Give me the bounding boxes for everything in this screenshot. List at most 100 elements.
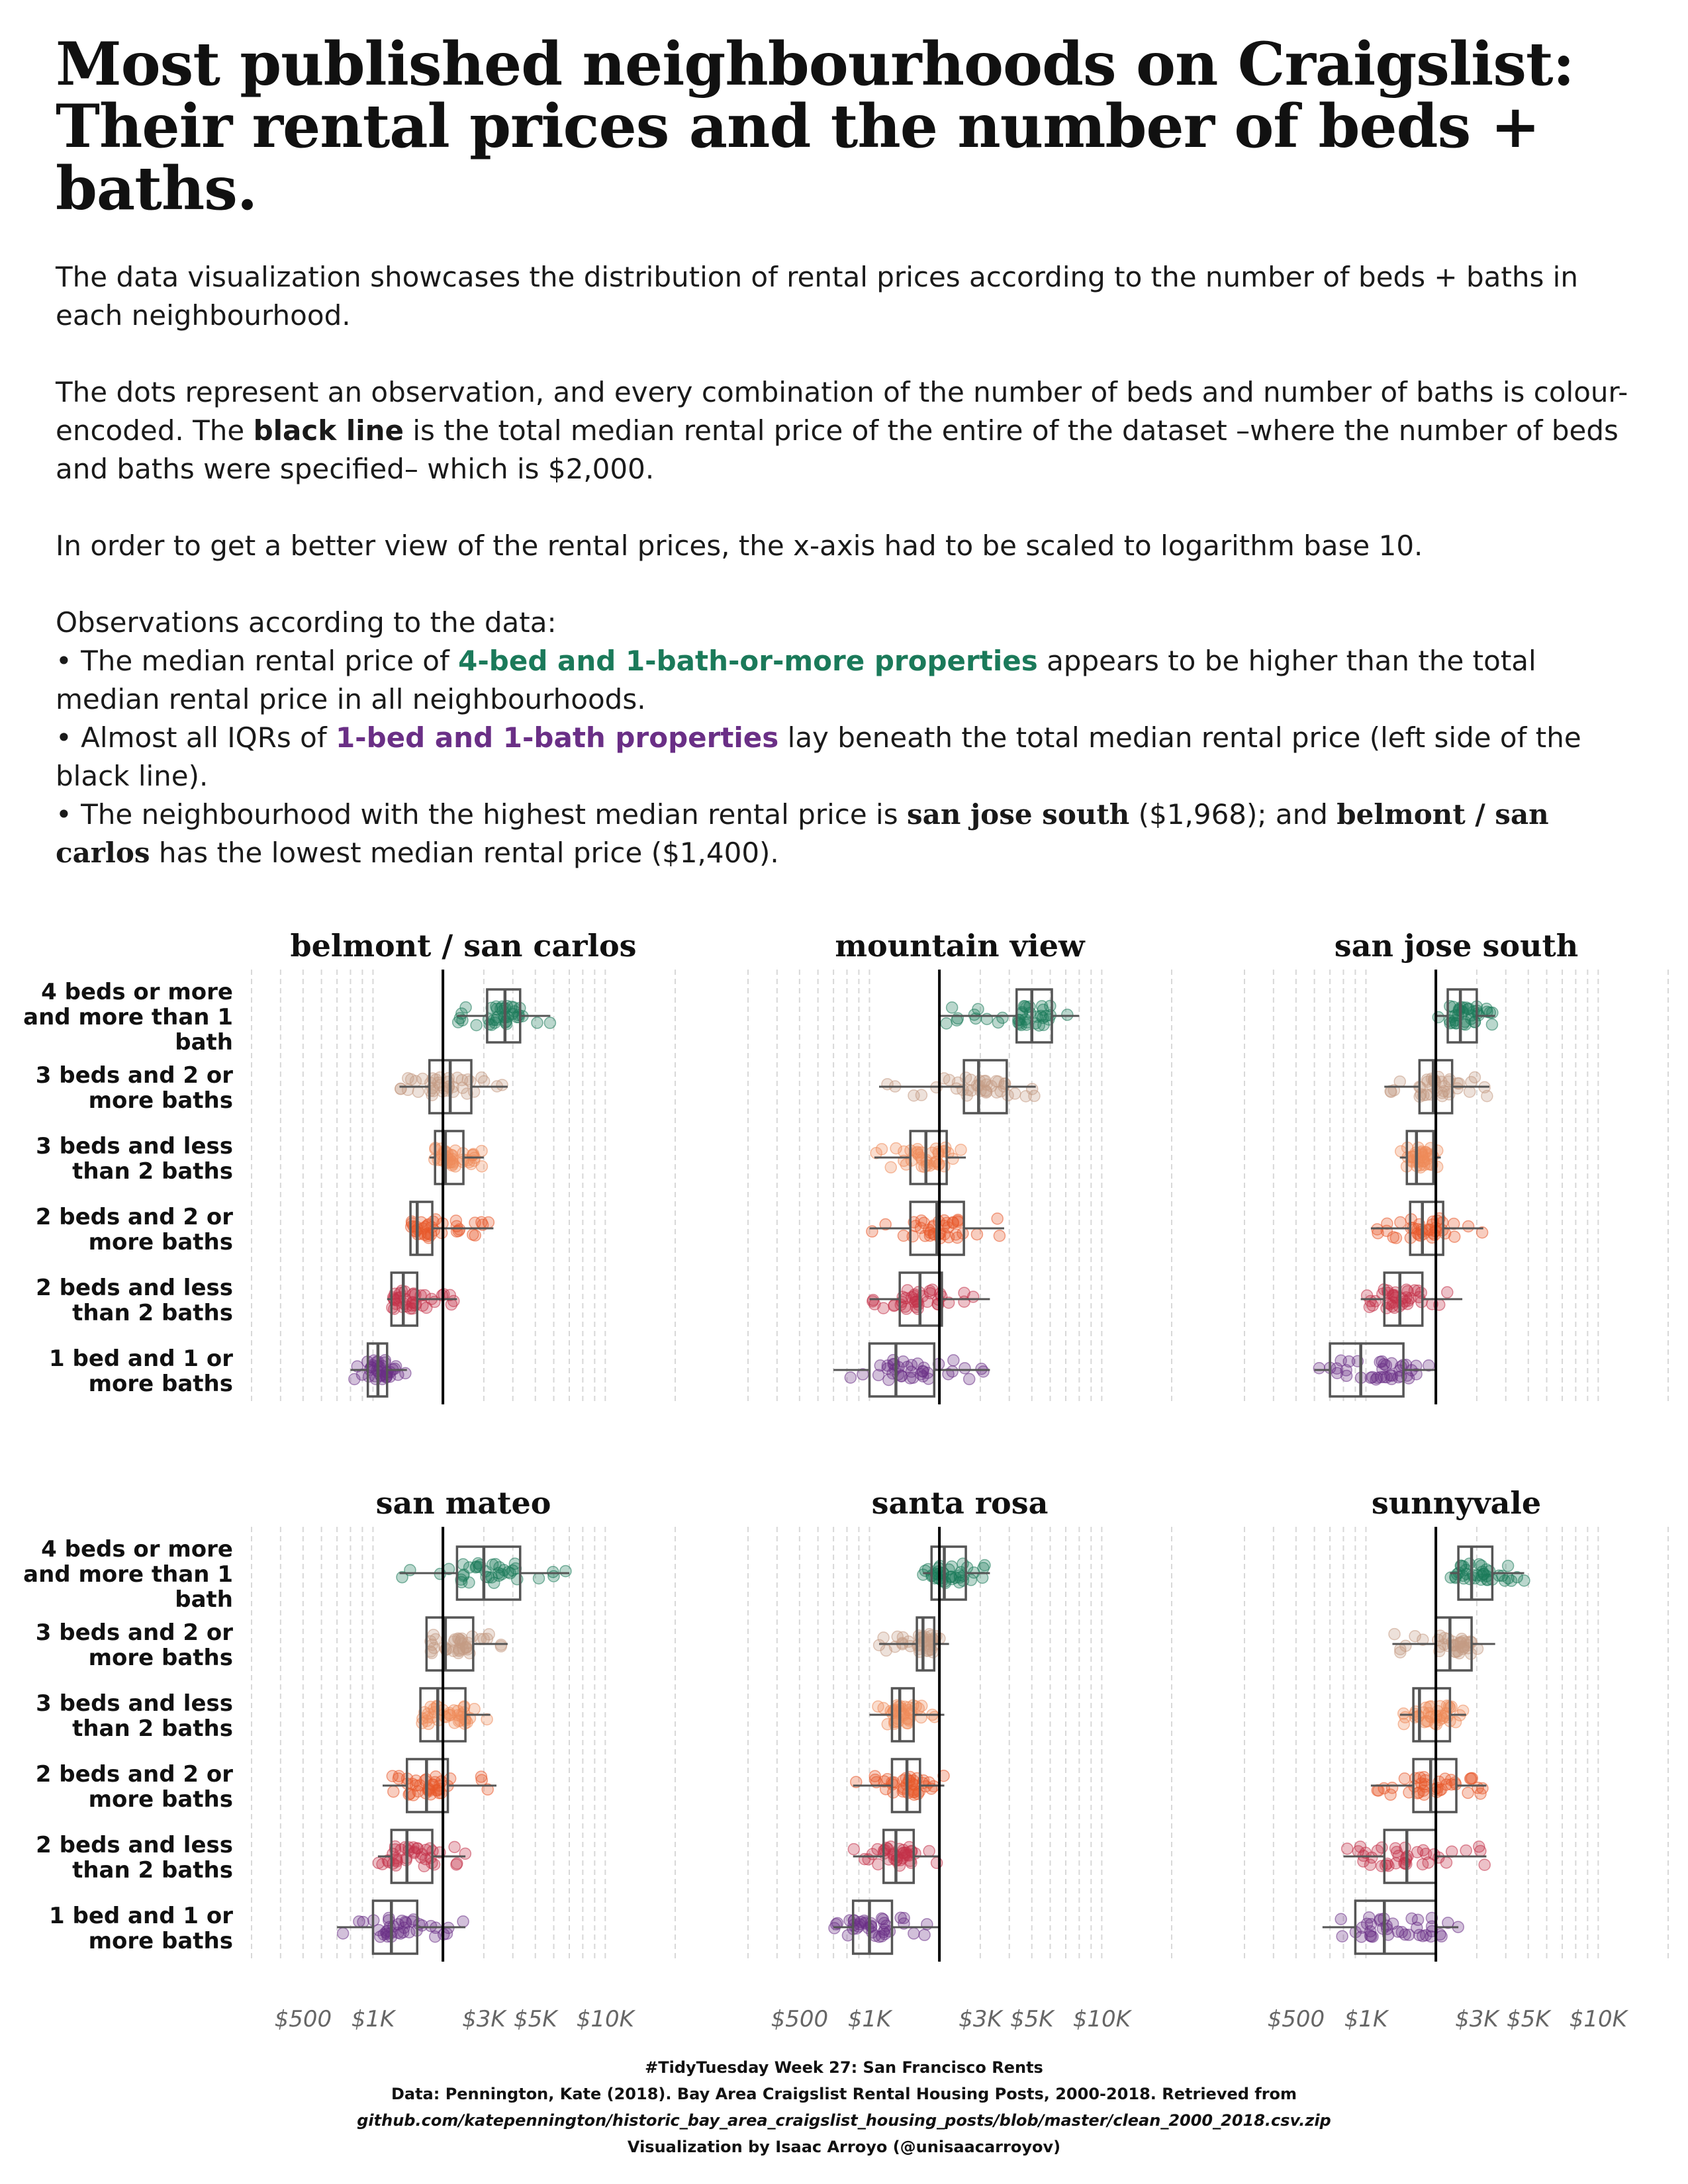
category-label: 1 bed and 1 or (49, 1345, 233, 1372)
observation-point (1423, 1359, 1435, 1372)
observation-point (1019, 1000, 1031, 1013)
observation-point (881, 1077, 894, 1091)
observation-point (428, 1295, 441, 1308)
category-label: more baths (89, 1928, 233, 1954)
iqr-box (425, 1616, 475, 1672)
observation-point (993, 1229, 1006, 1242)
observation-point (453, 1012, 467, 1024)
observation-point (469, 1216, 481, 1229)
observation-point (402, 1926, 416, 1938)
observation-point (475, 1071, 488, 1084)
observation-point (387, 1857, 400, 1870)
iqr-box (1457, 1545, 1494, 1601)
observation-point (969, 1012, 982, 1025)
observation-point (379, 1356, 391, 1369)
observation-point (1409, 1359, 1423, 1372)
observation-point (486, 1558, 499, 1571)
iqr-box (962, 1059, 1008, 1115)
observation-point (1462, 1220, 1475, 1233)
observation-point (1335, 1354, 1347, 1367)
observation-point (1447, 1001, 1460, 1013)
observation-1-text-b: appears to be higher than the total medi… (56, 645, 1536, 715)
iqr-box (851, 1899, 894, 1955)
x-tick-label: $3K (462, 2006, 507, 2032)
observation-point (1340, 1369, 1353, 1383)
observation-point (962, 1373, 976, 1386)
iqr-box (1409, 1201, 1444, 1256)
observation-point (1376, 1363, 1389, 1375)
observation-point (1460, 1844, 1472, 1857)
observation-point (1393, 1075, 1407, 1088)
observation-point (485, 1019, 498, 1031)
category-label: 3 beds and 2 or (36, 1619, 233, 1646)
four-bed-term: 4-bed and 1-bath-or-more properties (458, 645, 1038, 677)
observation-point (872, 1639, 886, 1652)
observation-point (1462, 1786, 1474, 1799)
observation-point (950, 1082, 963, 1095)
observation-point (908, 1927, 920, 1940)
observation-point (1518, 1574, 1530, 1587)
observation-point (1376, 1860, 1388, 1872)
observation-point (1481, 1005, 1493, 1019)
observation-point (937, 1769, 950, 1782)
iqr-box (1412, 1687, 1452, 1743)
observation-3: • The neighbourhood with the highest med… (56, 796, 1644, 872)
observation-point (1398, 1772, 1411, 1785)
belmont-term: belmont / san carlos (56, 798, 1549, 869)
observation-point (1438, 1631, 1451, 1645)
x-tick-label: $3K (959, 2006, 1004, 2032)
observation-point (1061, 1009, 1074, 1021)
observation-point (975, 1363, 988, 1375)
observation-point (1415, 1287, 1428, 1299)
caption-credit: Visualization by Isaac Arroyo (@unisaaca… (627, 2138, 1061, 2156)
x-tick-label: $1K (352, 2006, 397, 2032)
observation-point (903, 1841, 915, 1854)
category-label: and more than 1 (23, 1561, 233, 1588)
observation-point (1009, 1087, 1021, 1100)
observation-point (921, 1367, 934, 1379)
panel-title: santa rosa (872, 1485, 1049, 1521)
observation-point (844, 1371, 857, 1384)
x-tick-label: $1K (848, 2006, 893, 2032)
caption: #TidyTuesday Week 27: San Francisco Rent… (0, 2054, 1688, 2160)
observation-point (1385, 1373, 1398, 1385)
panel-title: sunnyvale (1372, 1485, 1541, 1521)
iqr-box (409, 1201, 434, 1256)
observation-point (422, 1717, 435, 1731)
x-tick-label: $500 (771, 2006, 829, 2032)
category-label: than 2 baths (72, 1300, 233, 1326)
observation-point (945, 1001, 959, 1014)
observation-point (1313, 1361, 1326, 1375)
observation-point (444, 1772, 457, 1785)
category-label: 3 beds and less (36, 1133, 233, 1160)
observation-point (1402, 1372, 1415, 1385)
observation-point (1360, 1917, 1374, 1931)
observation-point (898, 1911, 910, 1925)
observation-point (453, 1645, 465, 1657)
observation-point (970, 1228, 984, 1241)
observation-point (897, 1229, 910, 1242)
observation-point (420, 1843, 432, 1856)
observation-point (353, 1915, 365, 1928)
observation-point (942, 1368, 955, 1381)
observation-point (481, 1783, 494, 1796)
observation-point (1474, 1788, 1487, 1800)
observation-point (1389, 1842, 1402, 1854)
observation-point (1417, 1784, 1430, 1797)
iqr-box (434, 1130, 465, 1185)
observation-point (959, 1362, 971, 1375)
observation-point (387, 1785, 400, 1798)
observation-point (978, 1559, 991, 1572)
observation-point (877, 1302, 890, 1314)
black-line-term: black line (253, 414, 404, 447)
observation-point (923, 1285, 936, 1297)
description: The data visualization showcases the dis… (56, 258, 1644, 872)
observation-point (953, 1569, 966, 1582)
observation-point (412, 1085, 425, 1098)
category-label: than 2 baths (72, 1857, 233, 1884)
observation-point (475, 1160, 489, 1173)
observation-point (1415, 1777, 1428, 1790)
observation-point (457, 1568, 470, 1581)
observation-point (336, 1927, 350, 1940)
observation-point (1456, 1643, 1469, 1655)
